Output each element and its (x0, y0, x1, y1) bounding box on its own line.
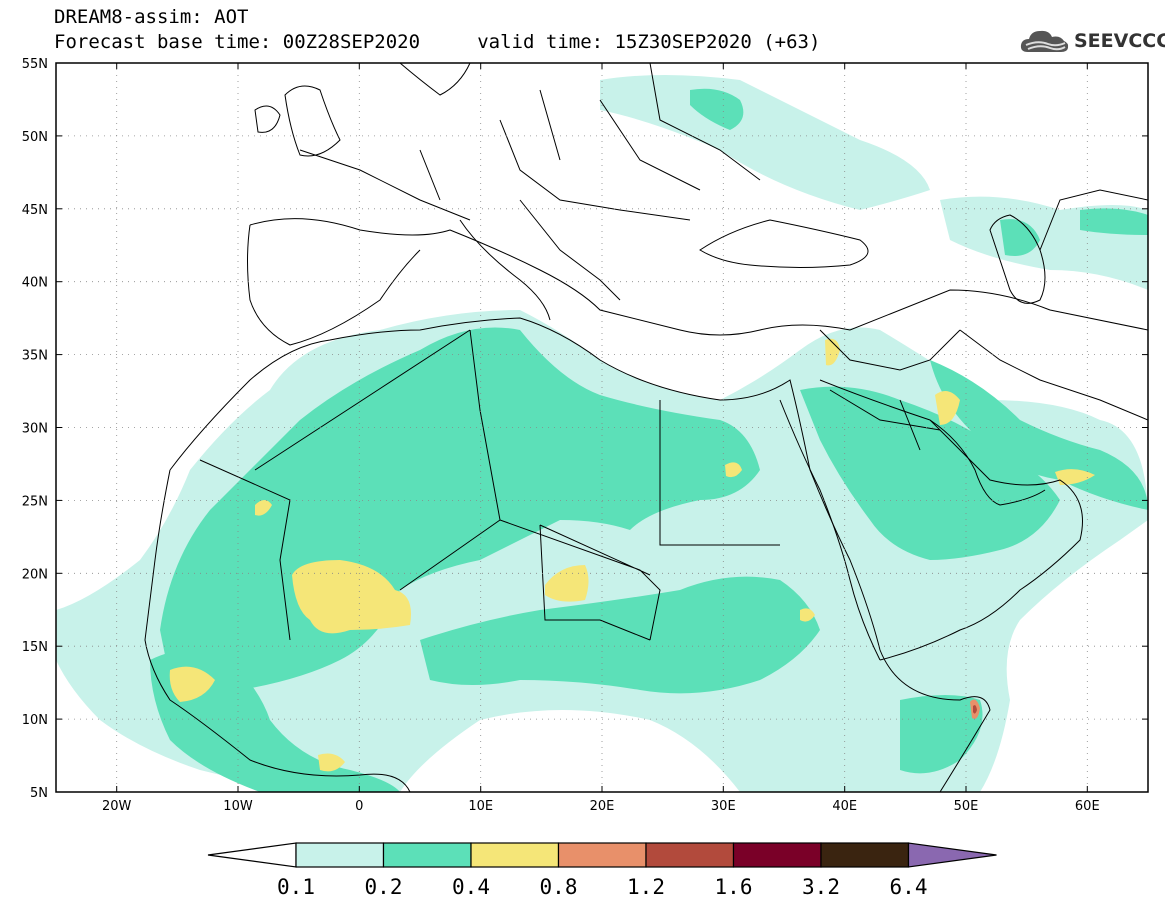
lon-label: 30E (711, 799, 736, 814)
coast-westafrica (144, 469, 411, 792)
coast-italy (459, 219, 551, 321)
lat-label: 15N (22, 640, 48, 655)
aot-region-green-sahel (420, 576, 820, 694)
colorbar-low-triangle (207, 842, 297, 868)
aot-region-green-arabia (800, 386, 1060, 560)
colorbar-label: 0.1 (277, 875, 315, 899)
map-title: DREAM8-assim: AOT (54, 6, 249, 28)
cloud-icon (1020, 30, 1069, 52)
aot-region-light-north (600, 75, 930, 210)
colorbar: 0.1 0.2 0.4 0.8 1.2 1.6 3.2 6.4 (207, 842, 997, 899)
aot-region-yellow-chad (545, 565, 589, 602)
colorbar-box (382, 842, 472, 868)
lat-label: 10N (22, 713, 48, 728)
aot-region-green-westafrica (150, 650, 400, 792)
aot-region-yellow-mali (292, 560, 411, 634)
coast-blacksea (699, 219, 869, 268)
colorbar-label: 0.2 (365, 875, 403, 899)
aot-region-yellow-iraq (935, 391, 960, 425)
lat-label: 5N (30, 786, 48, 801)
lat-label: 45N (22, 203, 48, 218)
colorbar-label: 3.2 (802, 875, 840, 899)
aot-region-yellow-morocco (255, 500, 272, 516)
aot-region-yellow-uae (1055, 469, 1095, 485)
colorbar-box (732, 842, 822, 868)
colorbar-label: 6.4 (890, 875, 928, 899)
colorbar-high-triangle (907, 842, 997, 868)
coast-gulf (929, 419, 1046, 506)
colorbar-box (295, 842, 385, 868)
aot-region-yellow-egypt (725, 462, 742, 478)
coast-europe (249, 218, 1148, 336)
colorbar-box (820, 842, 910, 868)
aot-region-yellow-sudan (800, 608, 815, 622)
lat-label: 40N (22, 276, 48, 291)
aot-region-green-eastafrica (900, 695, 983, 774)
forecast-time-line: Forecast base time: 00Z28SEP2020 valid t… (54, 31, 821, 53)
coast-ireland (254, 105, 281, 133)
lat-label: 55N (22, 57, 48, 72)
coast-iberia (247, 224, 421, 346)
logo-text: SEEVCCC (1074, 30, 1165, 52)
country-borders (144, 63, 1148, 792)
aot-region-green-ukraine (690, 88, 744, 130)
lon-label: 20E (590, 799, 615, 814)
coast-caspian (989, 214, 1046, 304)
colorbar-label: 0.4 (452, 875, 490, 899)
lat-label: 25N (22, 494, 48, 509)
aot-region-red-somalia (973, 705, 977, 714)
colorbar-box (645, 842, 735, 868)
colorbar-box (470, 842, 560, 868)
lat-label: 20N (22, 567, 48, 582)
lat-label: 30N (22, 422, 48, 437)
coast-britain (284, 85, 341, 157)
lon-labels: 20W 10W 0 10E 20E 30E 40E 50E 60E (102, 799, 1100, 814)
coast-africa (169, 317, 991, 792)
lon-label: 10W (223, 799, 253, 814)
border-europe (299, 63, 761, 301)
lon-label: 10E (468, 799, 493, 814)
coast-redsea (779, 399, 881, 661)
lon-label: 50E (954, 799, 979, 814)
axis-ticks (56, 63, 1148, 792)
lat-labels: 55N 50N 45N 40N 35N 30N 25N 20N 15N 10N … (22, 57, 48, 801)
lat-label: 50N (22, 130, 48, 145)
colorbar-box (557, 842, 647, 868)
lon-label: 20W (102, 799, 132, 814)
lon-label: 0 (355, 799, 363, 814)
lon-label: 60E (1075, 799, 1100, 814)
coast-scandinavia (399, 63, 471, 96)
aot-region-yellow-ivory (318, 753, 345, 772)
aot-region-yellow-guinea (169, 666, 215, 702)
aot-field (56, 63, 1148, 792)
border-middleeast (819, 189, 1148, 451)
aot-region-yellow-syria (825, 338, 840, 366)
map-gridlines (56, 63, 1148, 792)
colorbar-label: 0.8 (540, 875, 578, 899)
colorbar-label: 1.2 (627, 875, 665, 899)
aot-region-green-iran (930, 360, 1148, 510)
seevccc-logo: SEEVCCC (1018, 24, 1165, 58)
border-sahara (199, 329, 941, 641)
lon-label: 40E (832, 799, 857, 814)
lat-label: 35N (22, 349, 48, 364)
colorbar-label: 1.6 (715, 875, 753, 899)
